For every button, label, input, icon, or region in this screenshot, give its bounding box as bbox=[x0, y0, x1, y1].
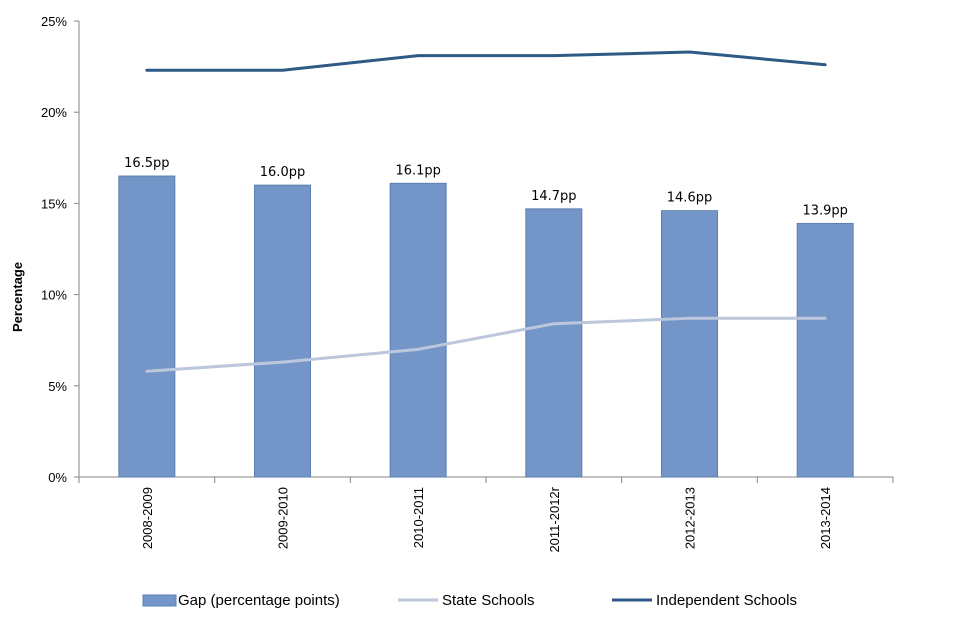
gap-bar bbox=[254, 184, 311, 478]
gap-bar bbox=[525, 208, 583, 478]
x-category-label: 2009-2010 bbox=[276, 487, 291, 549]
y-tick-label: 15% bbox=[41, 196, 67, 211]
category-labels: 2008-2009 2009-2010 2010-2011 2011-2012r 201… bbox=[140, 486, 833, 552]
y-tick-label: 10% bbox=[41, 288, 67, 303]
gap-bar-label: 16.0pp bbox=[260, 165, 305, 180]
bar-data-labels: 16.5pp 16.0pp 16.1pp 14.7pp 14.6pp 13.9pp bbox=[124, 156, 848, 218]
state-schools-line bbox=[145, 316, 827, 373]
bar-series bbox=[118, 175, 854, 478]
x-category-label: 2011-2012r bbox=[547, 486, 562, 552]
legend-label-independent-schools: Independent Schools bbox=[656, 592, 797, 609]
x-category-label: 2010-2011 bbox=[411, 487, 426, 548]
gap-bar-label: 14.6pp bbox=[667, 191, 712, 206]
gap-bar-label: 14.7pp bbox=[531, 189, 576, 204]
x-category-label: 2008-2009 bbox=[140, 487, 155, 549]
x-category-label: 2012-2013 bbox=[683, 487, 698, 549]
legend: Gap (percentage points) State Schools Inde… bbox=[142, 592, 797, 609]
y-tick-label: 0% bbox=[48, 470, 67, 485]
gap-bar bbox=[118, 175, 176, 478]
y-tick-label: 25% bbox=[41, 14, 67, 29]
legend-label-gap-percentage-points: Gap (percentage points) bbox=[178, 592, 340, 609]
axes: 0% 5% 10% 15% 20% 25% bbox=[41, 14, 894, 485]
gap-bar bbox=[796, 222, 854, 478]
gap-bar bbox=[389, 182, 447, 478]
independent-schools-line bbox=[145, 50, 827, 72]
gap-bar-label: 13.9pp bbox=[802, 203, 847, 218]
gap-bar-label: 16.1pp bbox=[395, 163, 440, 178]
gap-bar bbox=[661, 210, 718, 478]
gap-bar-label: 16.5pp bbox=[124, 156, 169, 171]
y-axis-label: Percentage bbox=[10, 262, 25, 332]
y-tick-label: 5% bbox=[48, 379, 67, 394]
x-category-label: 2013-2014 bbox=[818, 487, 833, 549]
line-series bbox=[145, 50, 827, 373]
legend-swatch-gap-percentage-points bbox=[142, 594, 177, 607]
legend-label-state-schools: State Schools bbox=[442, 592, 535, 609]
y-tick-label: 20% bbox=[41, 105, 67, 120]
